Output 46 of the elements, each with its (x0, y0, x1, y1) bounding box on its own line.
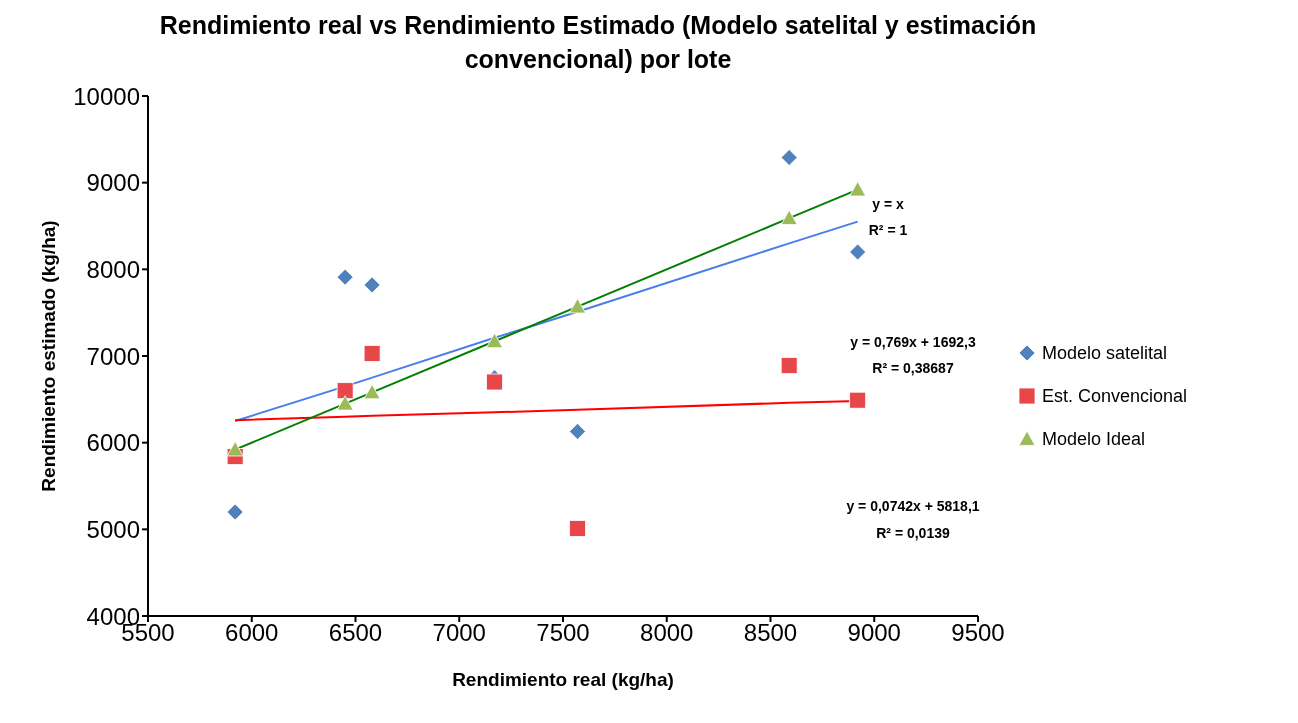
line-series (234, 220, 859, 422)
point (569, 298, 586, 314)
point (849, 391, 867, 409)
point (486, 332, 503, 349)
point (336, 268, 354, 286)
point (226, 441, 244, 457)
annotation: y = 0,769x + 1692,3 (850, 334, 976, 350)
y-tick-label: 9000 (86, 169, 140, 197)
x-tick-label: 6500 (328, 619, 383, 647)
x-tick-label: 7000 (432, 619, 486, 647)
y-tick-label: 8000 (86, 255, 140, 283)
legend-label: Modelo satelital (1042, 342, 1168, 364)
point (363, 345, 381, 362)
y-tick-label: 10000 (73, 82, 140, 110)
x-tick-label: 8500 (743, 619, 798, 647)
point (849, 181, 867, 197)
legend-label: Est. Convencional (1042, 385, 1188, 407)
y-tick-label: 5000 (86, 515, 140, 543)
x-tick-label: 9500 (951, 619, 1005, 647)
point (336, 395, 354, 411)
x-tick-label: 7500 (536, 619, 590, 647)
point (336, 382, 354, 400)
y-tick-label: 7000 (86, 342, 140, 370)
point (486, 373, 503, 391)
annotation: R² = 1 (868, 222, 908, 238)
point (569, 423, 586, 440)
annotation: R² = 0,38687 (872, 360, 954, 376)
point (363, 276, 381, 294)
annotation: y = x (872, 196, 904, 212)
annotation: R² = 0,0139 (876, 525, 950, 541)
x-axis-title: Rendimiento real (kg/ha) (452, 669, 674, 690)
x-tick-label: 8000 (640, 619, 694, 647)
point (849, 243, 867, 261)
y-axis-title: Rendimiento estimado (kg/ha) (37, 220, 59, 492)
chart-title: Rendimiento real vs Rendimiento Estimado (Modelo satelital y estimación convencional) por lote (158, 10, 1038, 75)
legend-label: Modelo Ideal (1042, 428, 1146, 450)
point (226, 503, 244, 521)
point (780, 149, 798, 166)
x-tick-label: 9000 (847, 619, 901, 647)
point (780, 357, 798, 374)
annotation: y = 0,0742x + 5818,1 (846, 498, 980, 514)
x-tick-label: 6000 (225, 619, 279, 647)
point (569, 520, 586, 537)
y-tick-label: 6000 (86, 429, 140, 457)
point (363, 384, 381, 400)
point (780, 209, 798, 225)
